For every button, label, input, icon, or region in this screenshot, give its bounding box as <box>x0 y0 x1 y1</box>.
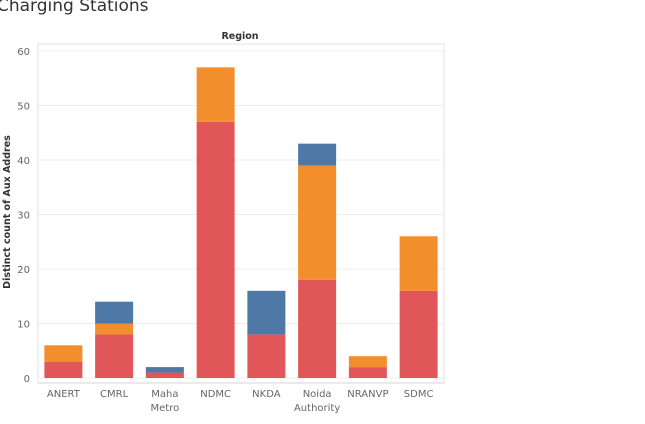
y-tick-label: 10 <box>17 320 30 331</box>
y-tick-label: 60 <box>17 47 30 58</box>
bar-segment <box>44 345 83 362</box>
bar-segment <box>399 236 438 291</box>
bar-segment <box>298 279 337 378</box>
x-tick-label: SDMC <box>404 389 434 400</box>
x-tick-label: Authority <box>294 403 340 414</box>
bar-segment <box>348 356 387 368</box>
chart-title: Charging Stations <box>0 0 149 16</box>
y-tick-label: 0 <box>24 374 30 385</box>
x-tick-label: ANERT <box>47 389 81 400</box>
bar-segment <box>44 361 83 378</box>
x-tick-label: CMRL <box>100 389 129 400</box>
bar-segment <box>95 301 134 324</box>
y-tick-label: 30 <box>17 211 30 222</box>
bar-segment <box>196 121 235 378</box>
y-axis-label: Distinct count of Aux Addres <box>2 135 13 289</box>
x-tick-label: NKDA <box>252 389 281 400</box>
bar-segment <box>348 367 387 378</box>
bar-segment <box>247 334 286 378</box>
x-tick-label: Metro <box>151 403 180 414</box>
y-tick-label: 50 <box>17 102 30 113</box>
bar-segment <box>95 334 134 378</box>
x-tick-label: NRANVP <box>347 389 388 400</box>
y-tick-label: 40 <box>17 156 30 167</box>
bar-segment <box>247 290 286 335</box>
x-tick-label: Maha <box>151 389 178 400</box>
column-header: Region <box>221 31 258 42</box>
x-tick-label: Noida <box>303 389 332 400</box>
y-tick-label: 20 <box>17 265 30 276</box>
bar-segment <box>298 165 337 280</box>
bar-segment <box>145 372 184 378</box>
bar-segment <box>145 367 184 373</box>
bar-segment <box>298 143 337 166</box>
x-tick-label: NDMC <box>200 389 231 400</box>
bar-segment <box>399 290 438 378</box>
bar-segment <box>95 323 134 335</box>
bar-segment <box>196 67 235 122</box>
